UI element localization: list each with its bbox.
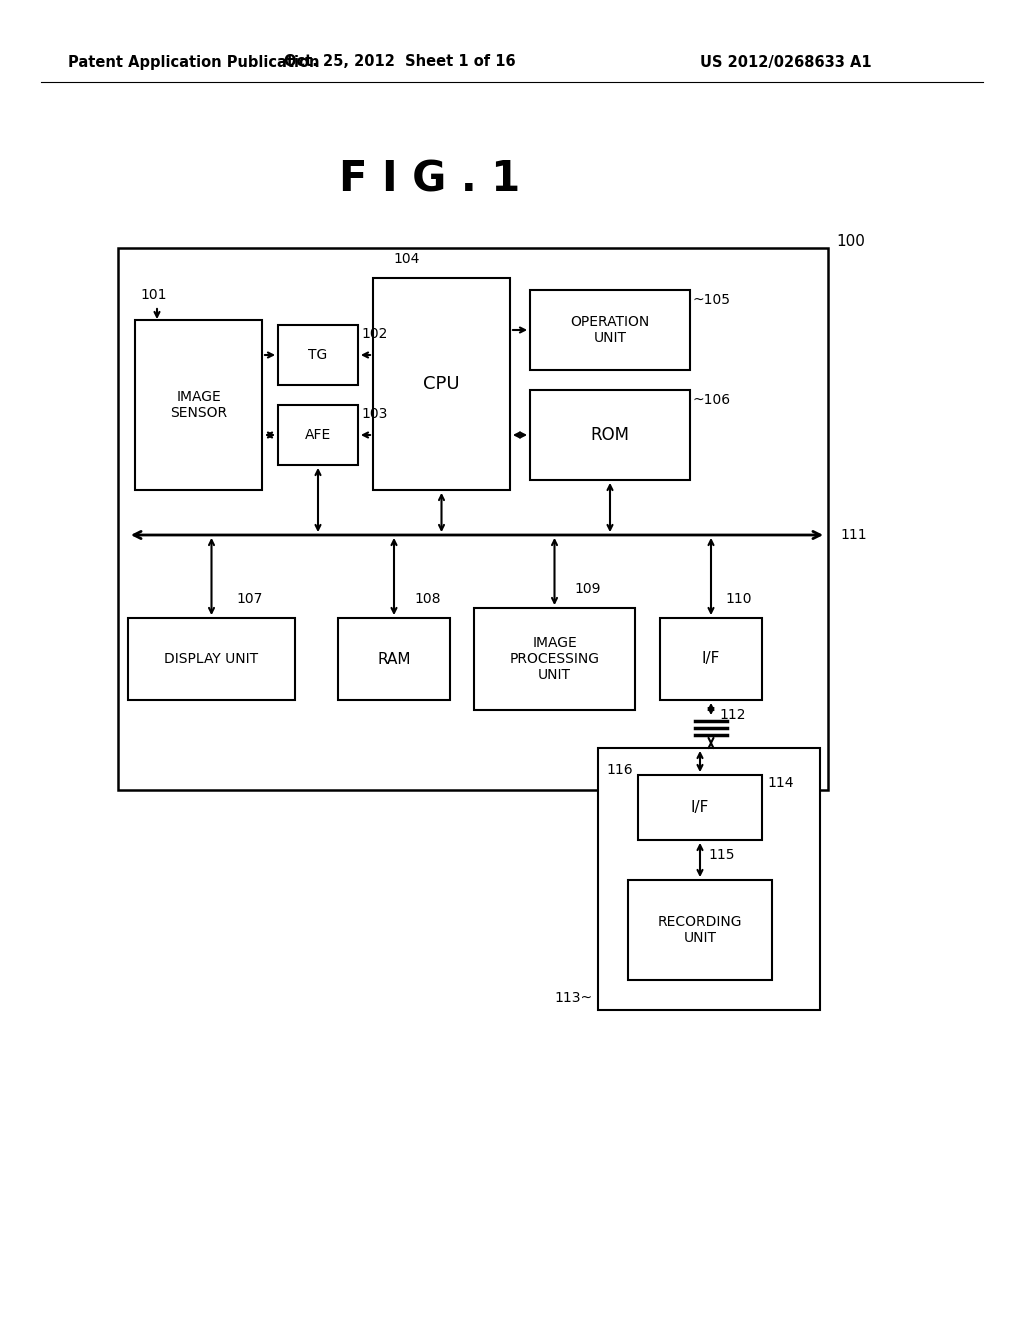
Text: CPU: CPU	[423, 375, 460, 393]
Bar	[338, 618, 450, 700]
Bar	[474, 609, 635, 710]
Bar	[530, 389, 690, 480]
Bar	[278, 405, 358, 465]
Text: 108: 108	[414, 591, 440, 606]
Text: 111: 111	[840, 528, 866, 543]
Text: I/F: I/F	[701, 652, 720, 667]
Text: IMAGE
SENSOR: IMAGE SENSOR	[170, 389, 227, 420]
Text: 102: 102	[361, 327, 387, 341]
Bar	[373, 279, 510, 490]
Text: Oct. 25, 2012  Sheet 1 of 16: Oct. 25, 2012 Sheet 1 of 16	[285, 54, 516, 70]
Text: 116: 116	[606, 763, 633, 777]
Text: 107: 107	[237, 591, 263, 606]
Text: 109: 109	[574, 582, 601, 597]
Text: 113~: 113~	[555, 991, 593, 1005]
Text: I/F: I/F	[691, 800, 710, 814]
Text: 114: 114	[767, 776, 794, 789]
Text: AFE: AFE	[305, 428, 331, 442]
Text: 100: 100	[836, 234, 865, 249]
Text: 112: 112	[719, 708, 745, 722]
Bar	[530, 290, 690, 370]
Bar	[638, 775, 762, 840]
Bar	[278, 325, 358, 385]
Bar	[598, 748, 820, 1010]
Text: 104: 104	[393, 252, 420, 267]
Text: RAM: RAM	[377, 652, 411, 667]
Bar	[660, 618, 762, 700]
Bar	[628, 880, 772, 979]
Bar	[128, 618, 295, 700]
Text: 115: 115	[708, 847, 734, 862]
Bar	[118, 248, 828, 789]
Text: 110: 110	[725, 591, 752, 606]
Text: ~106: ~106	[692, 393, 730, 407]
Text: 103: 103	[361, 407, 387, 421]
Text: F I G . 1: F I G . 1	[339, 158, 520, 201]
Text: OPERATION
UNIT: OPERATION UNIT	[570, 315, 649, 345]
Text: Patent Application Publication: Patent Application Publication	[68, 54, 319, 70]
Bar	[135, 319, 262, 490]
Text: ROM: ROM	[591, 426, 630, 444]
Text: DISPLAY UNIT: DISPLAY UNIT	[165, 652, 259, 667]
Text: IMAGE
PROCESSING
UNIT: IMAGE PROCESSING UNIT	[510, 636, 599, 682]
Text: 101: 101	[140, 288, 167, 302]
Text: ~105: ~105	[692, 293, 730, 308]
Text: US 2012/0268633 A1: US 2012/0268633 A1	[700, 54, 871, 70]
Text: TG: TG	[308, 348, 328, 362]
Text: RECORDING
UNIT: RECORDING UNIT	[657, 915, 742, 945]
